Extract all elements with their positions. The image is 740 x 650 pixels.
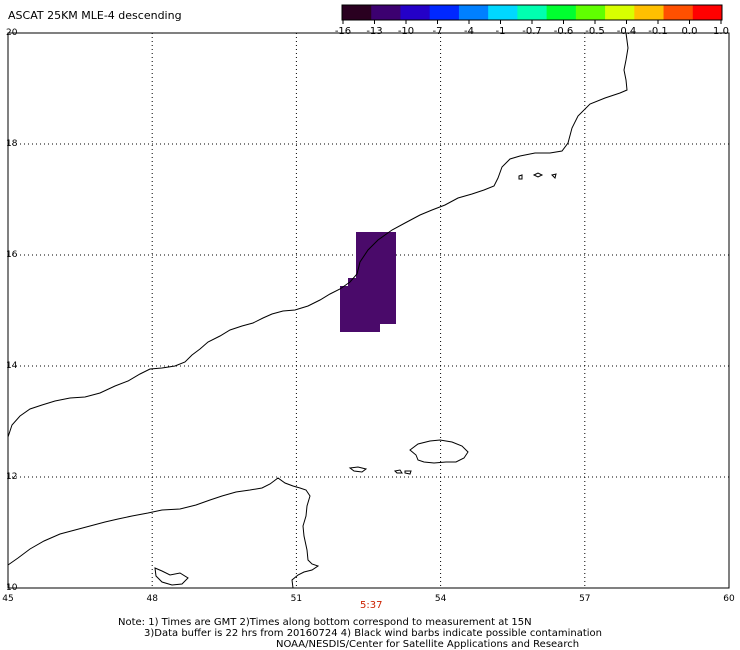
colorbar-tick-label: -0.7 bbox=[522, 26, 542, 37]
island-kuria-2 bbox=[532, 172, 544, 178]
colorbar-swatch bbox=[488, 5, 518, 20]
swath-cell bbox=[348, 278, 364, 298]
colorbar-tick-label: -10 bbox=[398, 26, 414, 37]
lon-label: 57 bbox=[579, 594, 590, 604]
colorbar-swatch bbox=[517, 5, 548, 20]
coastline-arabia bbox=[7, 32, 629, 438]
colorbar-swatch bbox=[546, 5, 577, 20]
colorbar-tick-label: -13 bbox=[366, 26, 382, 37]
map-frame bbox=[7, 32, 730, 589]
longitude-labels: 45 48 51 54 57 60 bbox=[2, 594, 735, 604]
colorbar-swatch bbox=[429, 5, 460, 20]
lat-label: 14 bbox=[6, 361, 18, 371]
lon-label: 45 bbox=[2, 594, 13, 604]
colorbar-tick-label: -0.6 bbox=[554, 26, 574, 37]
figure-title: ASCAT 25KM MLE-4 descending bbox=[8, 9, 182, 22]
island-small-1 bbox=[348, 466, 368, 473]
colorbar-swatch bbox=[663, 5, 694, 20]
island-small-3 bbox=[404, 470, 412, 475]
lat-label: 20 bbox=[6, 28, 18, 38]
colorbar-tick-label: -7 bbox=[433, 26, 443, 37]
lon-label: 48 bbox=[146, 594, 158, 604]
lat-label: 10 bbox=[6, 583, 18, 593]
colorbar-tick-label: -16 bbox=[335, 26, 351, 37]
colorbar-swatch bbox=[371, 5, 401, 20]
lat-label: 12 bbox=[6, 472, 17, 482]
lat-label: 18 bbox=[6, 139, 18, 149]
island-kuria-3 bbox=[551, 173, 557, 179]
island-kuria-1 bbox=[518, 174, 523, 180]
lon-label: 51 bbox=[291, 594, 302, 604]
colorbar-tick-label: -0.5 bbox=[585, 26, 605, 37]
note-line-3: NOAA/NESDIS/Center for Satellite Applica… bbox=[276, 639, 580, 650]
lat-label: 16 bbox=[6, 250, 18, 260]
colorbar-tick-label: -4 bbox=[464, 26, 474, 37]
island-socotra bbox=[409, 439, 469, 464]
colorbar: -16 -13 -10 -7 -4 -1 -0.7 -0.6 -0.5 -0.4 -0.1 0.0 1.… bbox=[335, 4, 729, 37]
island-small-4 bbox=[154, 567, 189, 586]
latitude-labels: 20 18 16 14 12 10 bbox=[6, 28, 18, 593]
lon-label: 60 bbox=[723, 594, 735, 604]
colorbar-tick-label: 0.0 bbox=[682, 26, 698, 37]
lon-label: 54 bbox=[435, 594, 447, 604]
note-line-2: 3)Data buffer is 22 hrs from 20160724 4)… bbox=[144, 628, 602, 639]
colorbar-swatch bbox=[575, 5, 606, 20]
colorbar-tick-label: 1.0 bbox=[713, 26, 729, 37]
island-small-2 bbox=[393, 469, 403, 474]
colorbar-swatch bbox=[605, 5, 635, 20]
colorbar-swatch bbox=[458, 5, 489, 20]
colorbar-swatch bbox=[342, 5, 372, 20]
coastline-africa bbox=[7, 477, 320, 589]
wind-swath bbox=[340, 232, 396, 332]
note-line-1: Note: 1) Times are GMT 2)Times along bot… bbox=[118, 617, 532, 628]
pass-time-label: 5:37 bbox=[360, 600, 383, 611]
colorbar-tick-label: -0.1 bbox=[648, 26, 668, 37]
colorbar-tick-label: -1 bbox=[496, 26, 506, 37]
colorbar-swatch bbox=[634, 5, 665, 20]
coastline bbox=[7, 32, 629, 589]
colorbar-tick-label: -0.4 bbox=[617, 26, 637, 37]
colorbar-swatch bbox=[692, 5, 723, 20]
colorbar-swatch bbox=[400, 5, 431, 20]
